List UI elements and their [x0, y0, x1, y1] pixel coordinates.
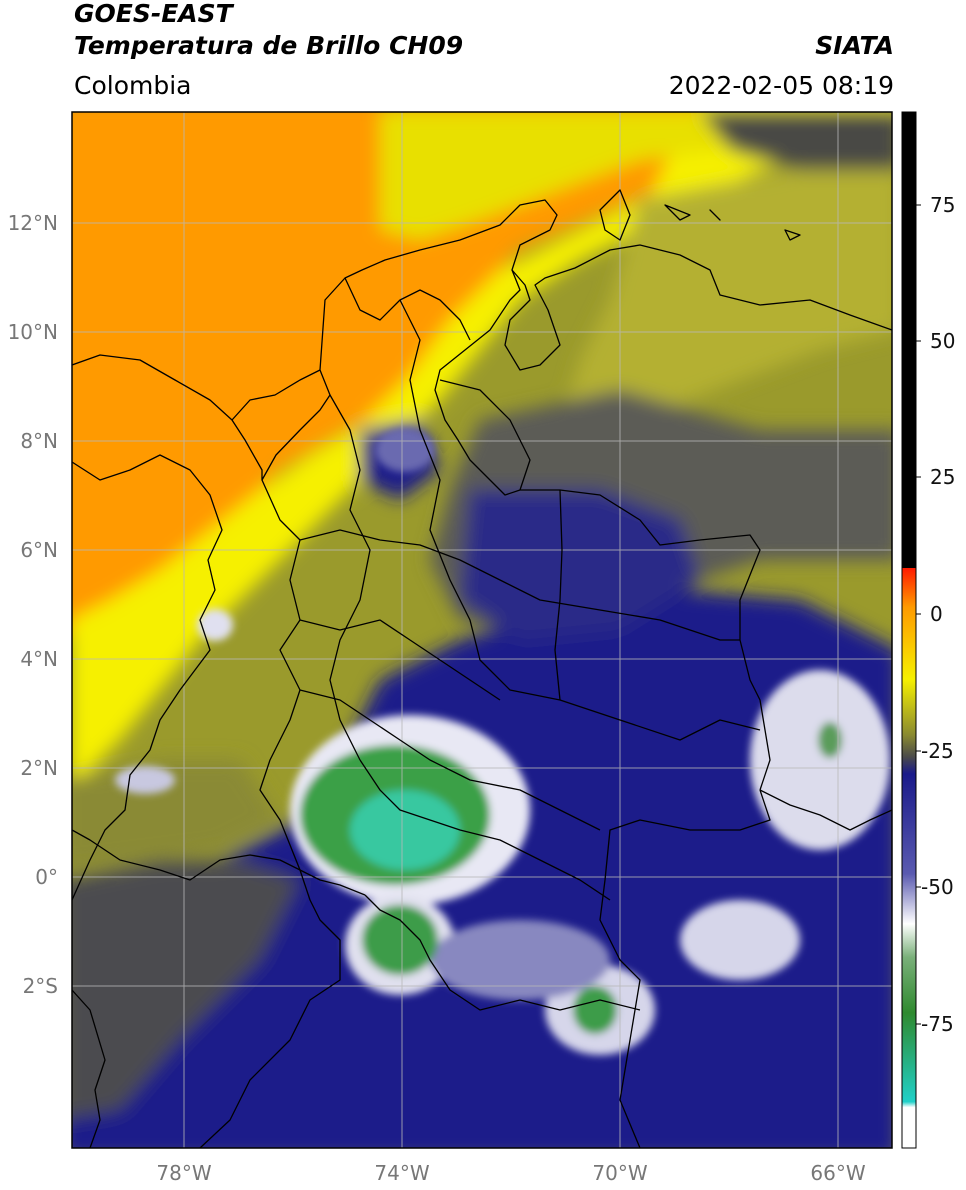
graticule [72, 112, 892, 1148]
cloud-white-mid [430, 920, 610, 1000]
lat-label: 12°N [8, 211, 58, 235]
colorbar-above-range [902, 112, 916, 568]
field-yellow-north [380, 112, 720, 240]
dept-lines-4 [439, 379, 531, 491]
colombia-brazil [599, 789, 771, 1148]
lat-label: 6°N [20, 538, 58, 562]
lat-label: 4°N [20, 647, 58, 671]
dept-lines-5 [299, 529, 740, 641]
dept-lines-11 [554, 489, 563, 701]
lat-label: 8°N [20, 429, 58, 453]
field-olive-east [560, 151, 892, 450]
lon-label: 70°W [592, 1161, 647, 1185]
org-label: SIATA [815, 31, 894, 60]
dept-lines-10 [344, 277, 471, 341]
title-satellite: GOES-EAST [74, 0, 233, 28]
lat-label: 0° [35, 865, 58, 889]
lat-axis: 12°N 10°N 8°N 6°N 4°N 2°N 0° 2°S [8, 211, 58, 998]
lat-label: 2°N [20, 756, 58, 780]
core-green-east [818, 722, 842, 758]
colorbar-tick-label: 75 [930, 193, 955, 217]
field-orange [72, 112, 700, 634]
region-label: Colombia [74, 71, 192, 100]
borders [72, 189, 892, 1148]
field-grey-north [701, 112, 892, 170]
colorbar-tick-label: -75 [921, 1012, 954, 1036]
map-frame [71, 111, 893, 1149]
colorbar-gradient [902, 568, 916, 1124]
field-navy-center [460, 490, 700, 640]
colorbar-tick-label: 0 [930, 602, 943, 626]
colombia-peru [364, 894, 641, 1011]
colorbar-tick-label: 50 [930, 329, 955, 353]
dept-lines-7 [299, 689, 601, 831]
lon-label: 74°W [374, 1161, 429, 1185]
colorbar-frame [901, 111, 917, 1149]
core-green-sw [362, 905, 438, 975]
dept-lines-9 [231, 369, 321, 421]
islands [599, 189, 801, 241]
cloud-white-north [375, 428, 435, 472]
colorbar-tick-label: 25 [930, 465, 955, 489]
colorbar: 75 50 25 0 -25 -50 -75 [901, 111, 955, 1149]
title-product: Temperatura de Brillo CH09 [74, 31, 464, 60]
pacific-coast-ecuador [72, 989, 106, 1148]
ecuador-peru [199, 869, 341, 1148]
cloud-white-coast [115, 766, 175, 794]
lon-label: 78°W [156, 1161, 211, 1185]
core-teal-main [350, 790, 460, 870]
colombia-ecuador [72, 829, 366, 896]
dept-lines-6 [299, 619, 501, 701]
dept-lines-3 [399, 299, 761, 741]
datetime-label: 2022-02-05 08:19 [668, 71, 894, 100]
colorbar-tick-label: -50 [921, 875, 954, 899]
lon-label: 66°W [810, 1161, 865, 1185]
core-green-south [573, 986, 617, 1034]
colorbar-tick-label: -25 [921, 739, 954, 763]
dept-lines-8 [359, 759, 611, 901]
venezuela-brazil [759, 789, 892, 831]
cloud-white-se [680, 900, 800, 980]
lat-label: 10°N [8, 320, 58, 344]
cloud-field [72, 112, 892, 1148]
pacific-coast [72, 454, 223, 901]
dept-lines-1 [259, 479, 301, 871]
caribbean-coast [72, 199, 892, 481]
field-grey-sw [72, 860, 300, 1118]
cloud-white-east [750, 670, 890, 850]
dept-lines-2 [329, 394, 371, 761]
lat-label: 2°S [23, 974, 58, 998]
cloud-white-small [197, 609, 233, 641]
lon-axis: 78°W 74°W 70°W 66°W [156, 1161, 865, 1185]
